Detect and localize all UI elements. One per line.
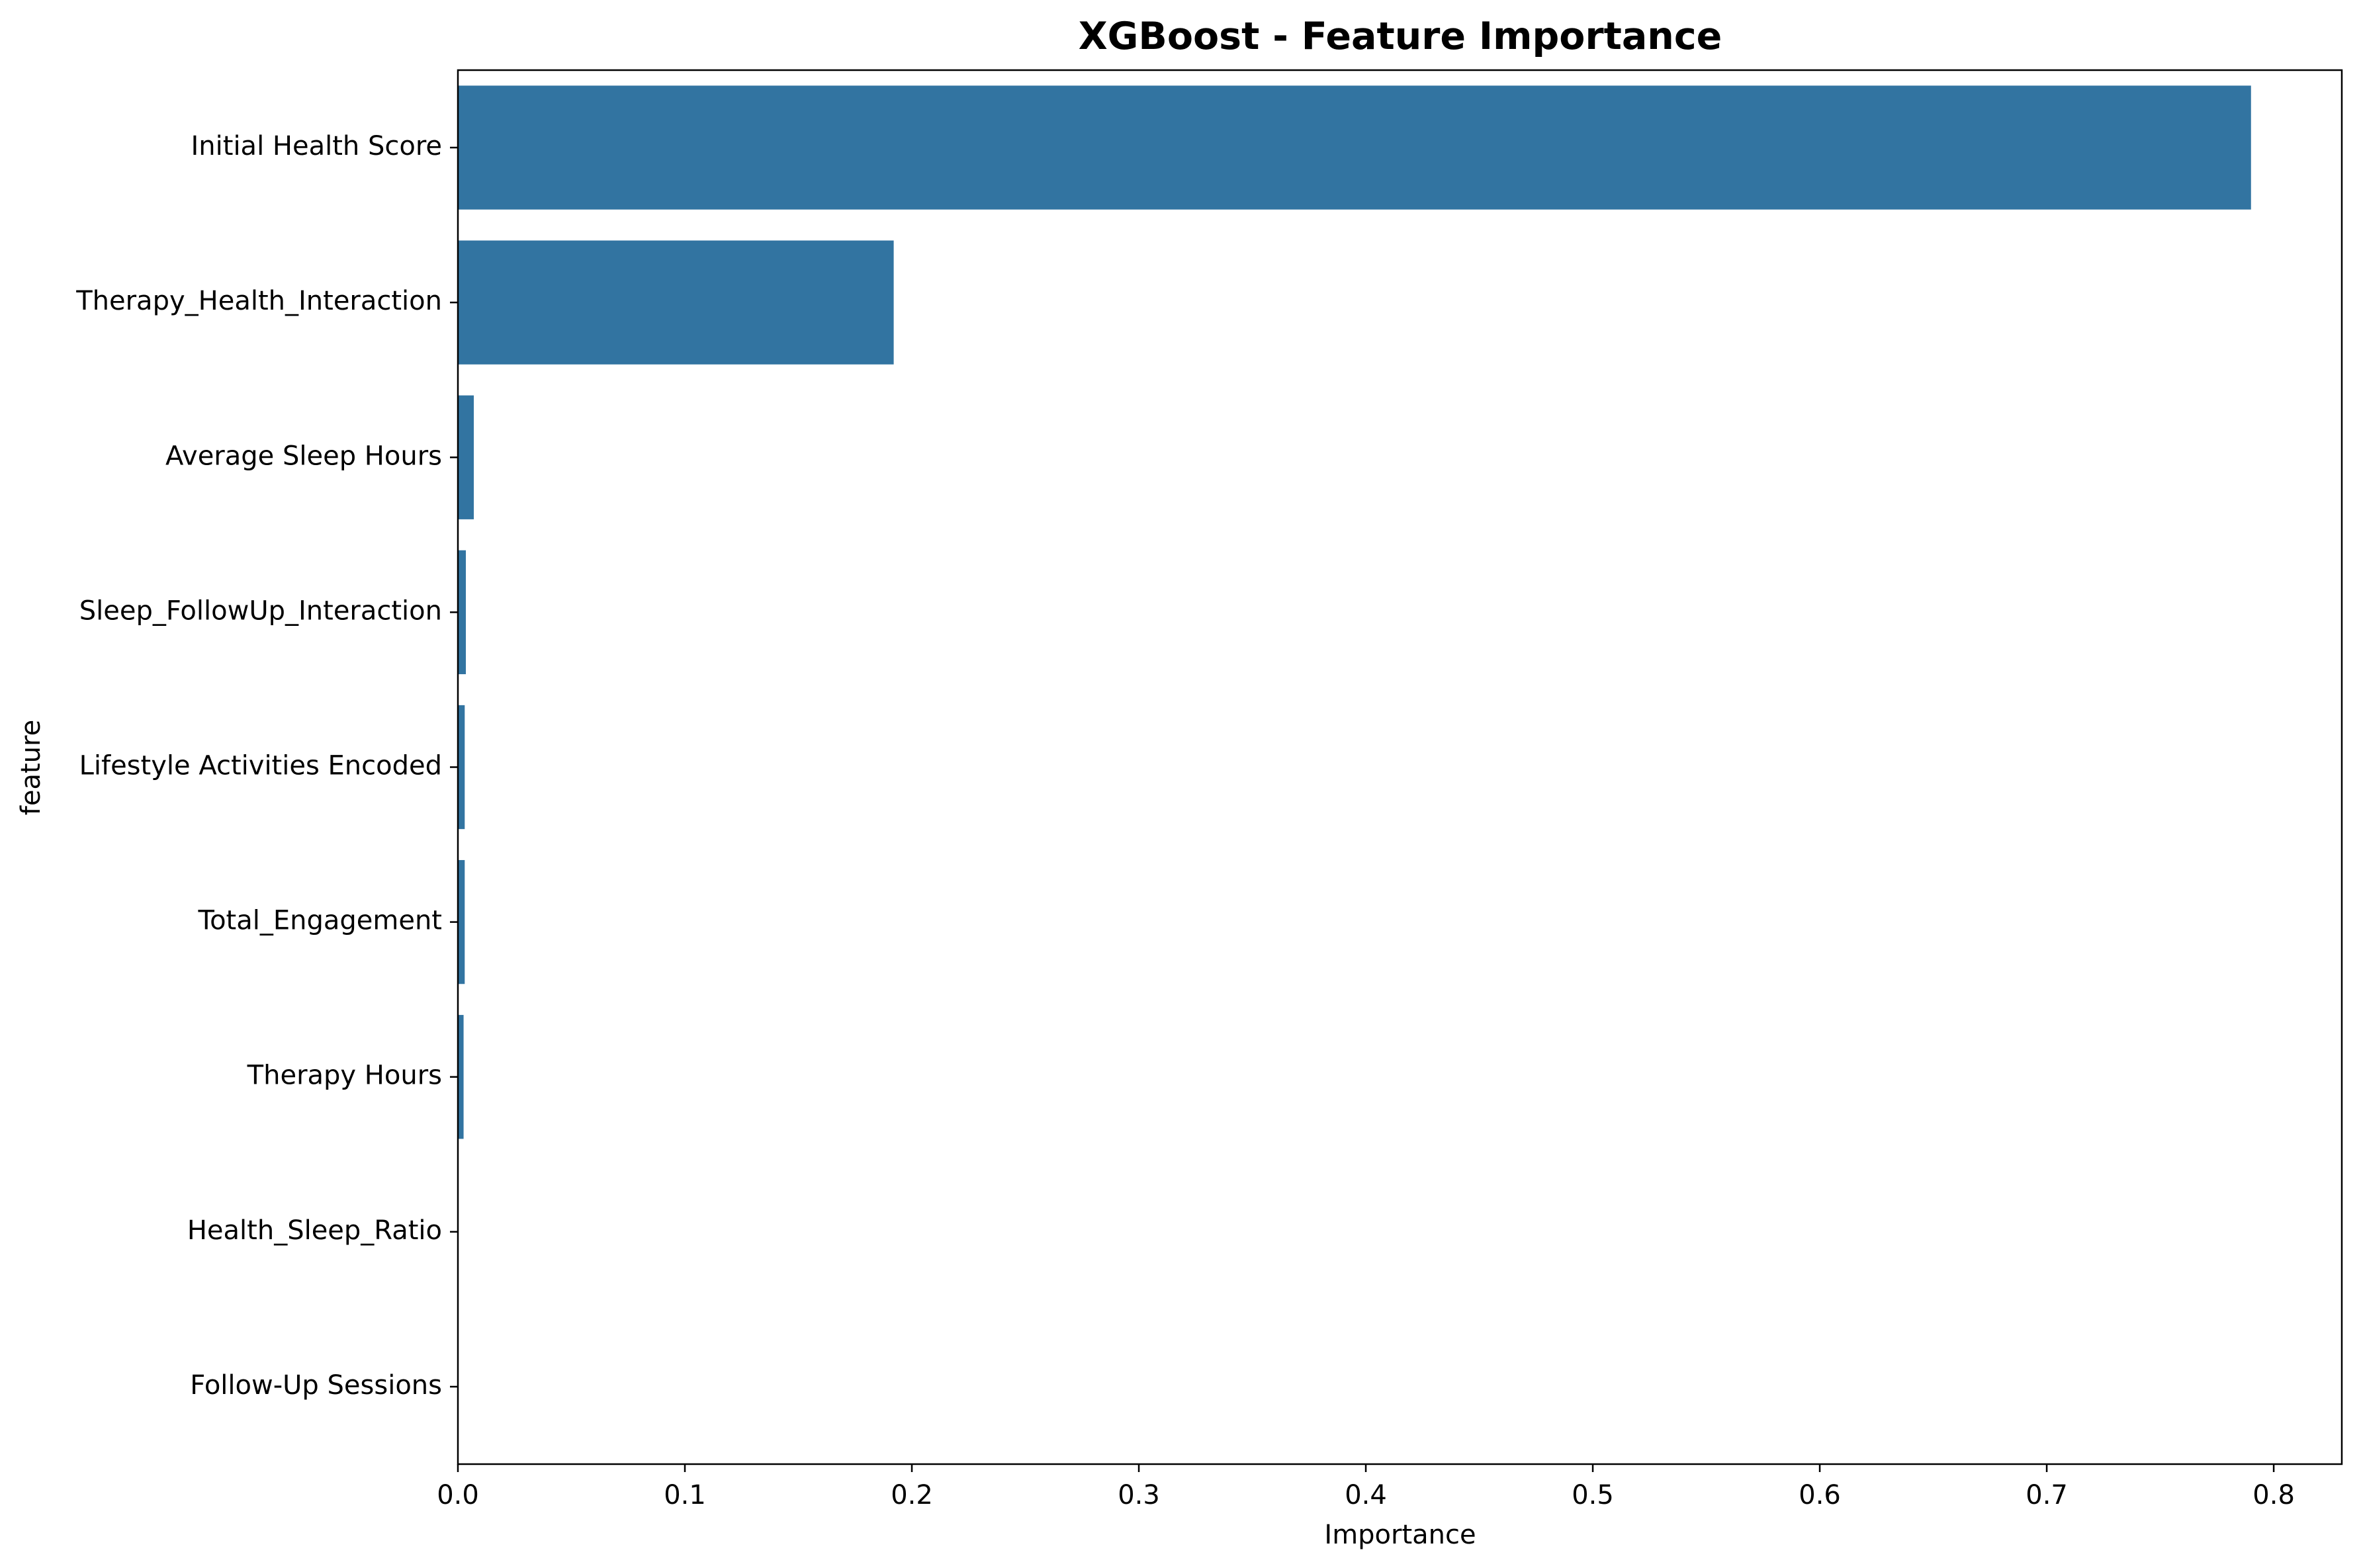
y-tick-label-initial-health-score: Initial Health Score xyxy=(191,131,443,161)
y-tick-label-therapy-health-interaction: Therapy_Health_Interaction xyxy=(75,286,442,316)
x-tick-label: 0.5 xyxy=(1572,1480,1614,1510)
bar-average-sleep-hours xyxy=(458,395,474,519)
x-tick-label: 0.6 xyxy=(1799,1480,1841,1510)
x-tick-label: 0.3 xyxy=(1118,1480,1160,1510)
x-tick-label: 0.1 xyxy=(664,1480,706,1510)
x-axis-label: Importance xyxy=(1324,1520,1476,1550)
x-tick-label: 0.8 xyxy=(2252,1480,2295,1510)
y-axis-label: feature xyxy=(16,720,46,815)
x-tick-label: 0.0 xyxy=(437,1480,479,1510)
bar-lifestyle-activities-encoded xyxy=(458,705,465,830)
bar-therapy-health-interaction xyxy=(458,240,894,365)
bar-therapy-hours xyxy=(458,1015,464,1139)
y-tick-label-total-engagement: Total_Engagement xyxy=(197,906,442,936)
y-tick-label-lifestyle-activities-encoded: Lifestyle Activities Encoded xyxy=(79,751,442,781)
x-tick-label: 0.4 xyxy=(1345,1480,1387,1510)
bar-sleep-followup-interaction xyxy=(458,550,467,675)
bar-initial-health-score xyxy=(458,85,2251,210)
x-tick-label: 0.7 xyxy=(2026,1480,2068,1510)
bars-group xyxy=(458,85,2251,1139)
bar-total-engagement xyxy=(458,859,465,984)
y-tick-label-follow-up-sessions: Follow-Up Sessions xyxy=(190,1370,442,1401)
x-axis-ticks: 0.0 0.1 0.2 0.3 0.4 0.5 0.6 0.7 0.8 xyxy=(437,1464,2295,1510)
y-tick-label-health-sleep-ratio: Health_Sleep_Ratio xyxy=(187,1215,442,1246)
y-tick-label-sleep-followup-interaction: Sleep_FollowUp_Interaction xyxy=(79,595,442,626)
y-axis-ticks: Initial Health Score Therapy_Health_Inter… xyxy=(75,131,458,1401)
chart-title: XGBoost - Feature Importance xyxy=(1079,15,1722,58)
x-tick-label: 0.2 xyxy=(891,1480,933,1510)
y-tick-label-therapy-hours: Therapy Hours xyxy=(247,1061,442,1091)
y-tick-label-average-sleep-hours: Average Sleep Hours xyxy=(165,441,442,471)
plot-frame xyxy=(457,69,2343,1465)
